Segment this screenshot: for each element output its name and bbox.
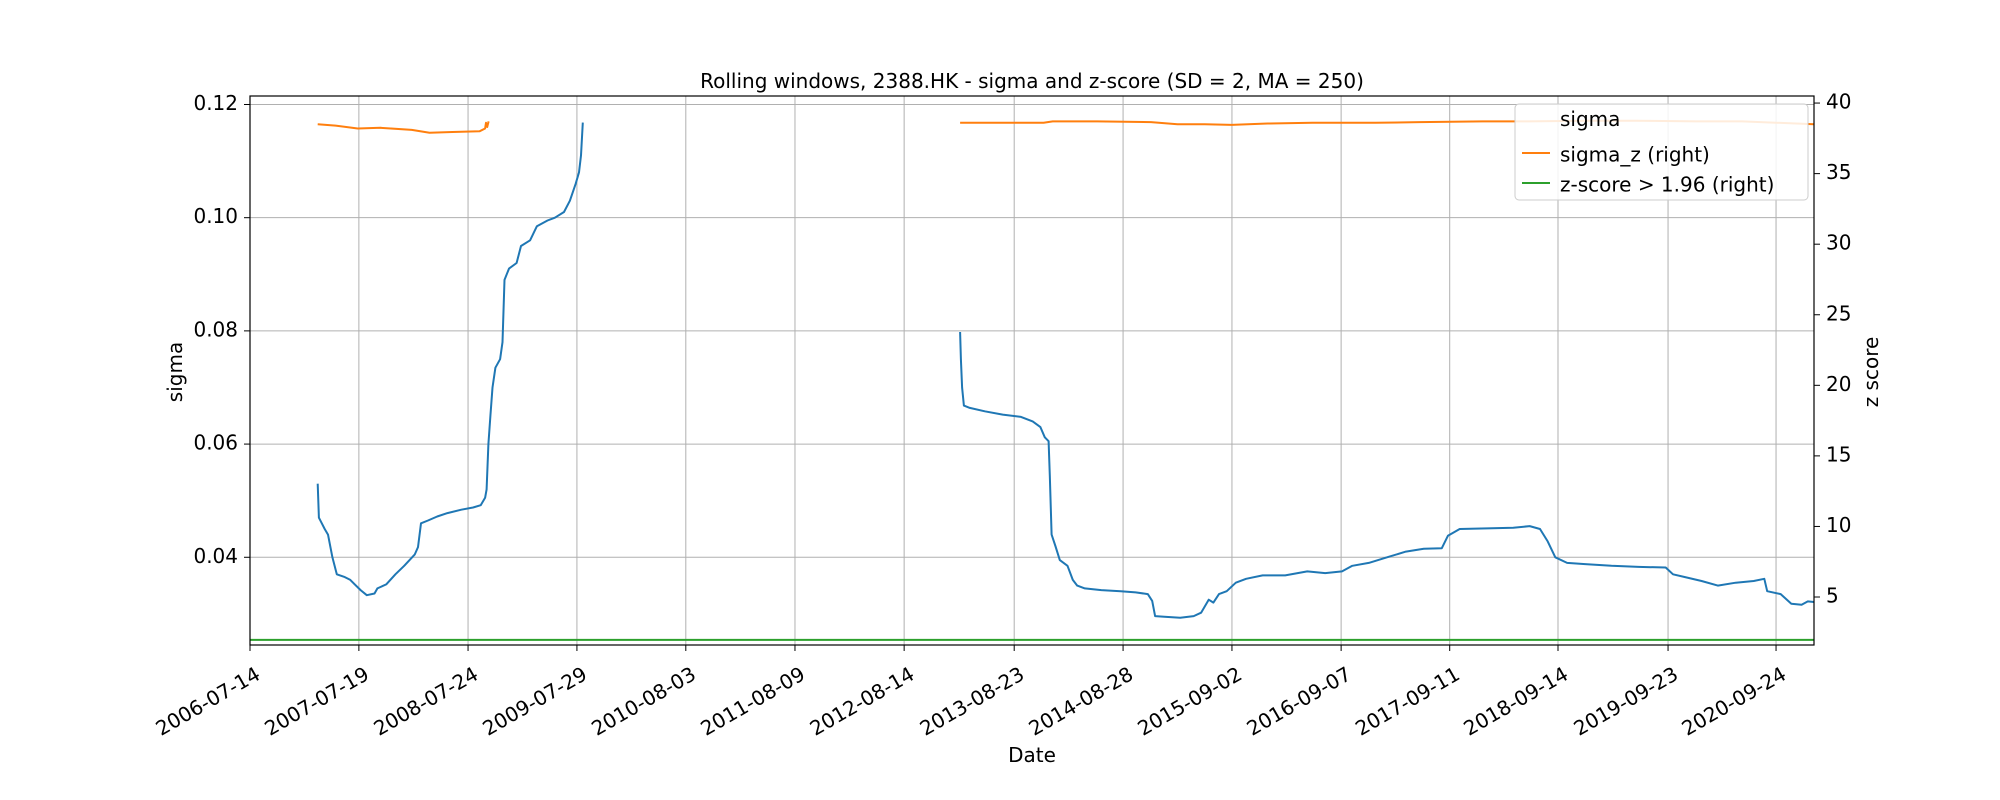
y2-tick-label: 40 <box>1826 90 1851 114</box>
x-tick-label: 2011-08-09 <box>696 662 809 741</box>
x-tick-label: 2006-07-14 <box>151 662 264 741</box>
y-tick-label: 0.08 <box>193 317 238 341</box>
y-tick-label: 0.10 <box>193 204 238 228</box>
legend-label-sigma-z: sigma_z (right) <box>1560 143 1710 167</box>
y-axis-label: sigma <box>163 342 187 402</box>
plot-frame <box>249 95 1815 646</box>
x-tick-label: 2007-07-19 <box>260 662 373 741</box>
y-tick-label: 0.04 <box>193 544 238 568</box>
grid <box>249 96 1814 645</box>
y2-tick-label: 10 <box>1826 513 1851 537</box>
legend-title: sigma <box>1560 107 1620 131</box>
series-line-sigma-z-right <box>317 121 490 134</box>
y2-tick-label: 30 <box>1826 231 1851 255</box>
x-tick-label: 2009-07-29 <box>478 662 591 741</box>
y-tick-label: 0.06 <box>193 431 238 455</box>
x-axis-label: Date <box>1008 743 1056 767</box>
x-tick-label: 2018-09-14 <box>1459 662 1572 741</box>
x-tick-label: 2015-09-02 <box>1133 662 1246 741</box>
legend-box <box>1514 103 1809 201</box>
y2-axis-label: z score <box>1859 337 1883 408</box>
y2-tick-label: 5 <box>1826 584 1839 608</box>
x-axis: 2006-07-142007-07-192008-07-242009-07-29… <box>151 645 1790 741</box>
chart-title: Rolling windows, 2388.HK - sigma and z-s… <box>700 69 1364 93</box>
x-tick-label: 2013-08-23 <box>916 662 1029 741</box>
series-layer <box>250 119 1815 641</box>
y-tick-label: 0.12 <box>193 91 238 115</box>
y2-tick-label: 15 <box>1826 442 1851 466</box>
x-tick-label: 2010-08-03 <box>587 662 700 741</box>
x-tick-label: 2016-09-07 <box>1243 662 1356 741</box>
legend: sigma sigma_z (right) z-score > 1.96 (ri… <box>1514 103 1809 201</box>
y2-tick-label: 20 <box>1826 372 1851 396</box>
x-tick-label: 2008-07-24 <box>369 662 482 741</box>
x-tick-label: 2014-08-28 <box>1025 662 1138 741</box>
y2-tick-label: 35 <box>1826 160 1851 184</box>
x-tick-label: 2019-09-23 <box>1569 662 1682 741</box>
y-axis-left: 0.04 0.06 0.08 0.10 0.12 <box>193 91 250 568</box>
legend-label-z-threshold: z-score > 1.96 (right) <box>1560 173 1774 197</box>
series-line-sigma <box>316 122 584 597</box>
y-axis-right: 5 10 15 20 25 30 35 40 <box>1814 90 1851 608</box>
x-tick-label: 2020-09-24 <box>1677 662 1790 741</box>
y2-tick-label: 25 <box>1826 301 1851 325</box>
x-tick-label: 2017-09-11 <box>1351 662 1464 741</box>
series-line-sigma <box>959 331 1815 619</box>
x-tick-label: 2012-08-14 <box>806 662 919 741</box>
